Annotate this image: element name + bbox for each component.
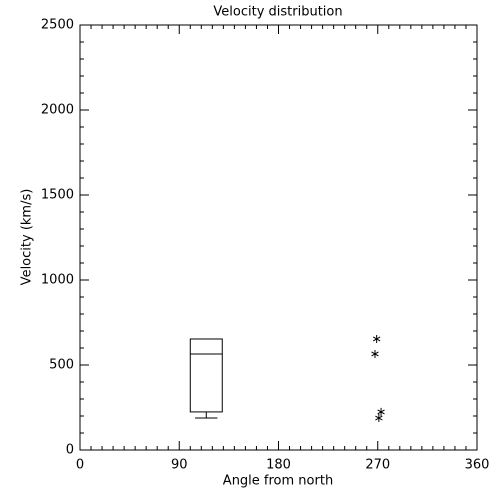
- y-tick-label: 1000: [41, 273, 74, 288]
- y-tick-label: 2500: [41, 18, 74, 33]
- y-tick-label: 2000: [41, 103, 74, 118]
- asterisk-point: [377, 407, 385, 416]
- plot-frame: [79, 24, 478, 451]
- x-axis-title: Angle from north: [223, 474, 333, 489]
- x-tick-label: 180: [266, 458, 291, 473]
- asterisk-point: [372, 334, 381, 343]
- x-tick-label: 90: [171, 458, 188, 473]
- asterisk-point: [375, 414, 383, 423]
- chart-title: Velocity distribution: [213, 5, 342, 20]
- box: [189, 338, 223, 413]
- x-tick-label: 0: [76, 458, 84, 473]
- y-tick-label: 1500: [41, 188, 74, 203]
- y-tick-label: 0: [66, 443, 74, 458]
- x-tick-label: 360: [465, 458, 490, 473]
- x-tick-label: 270: [365, 458, 390, 473]
- y-axis-title: Velocity (km/s): [20, 189, 35, 286]
- y-tick-label: 500: [49, 358, 74, 373]
- asterisk-point: [371, 349, 379, 358]
